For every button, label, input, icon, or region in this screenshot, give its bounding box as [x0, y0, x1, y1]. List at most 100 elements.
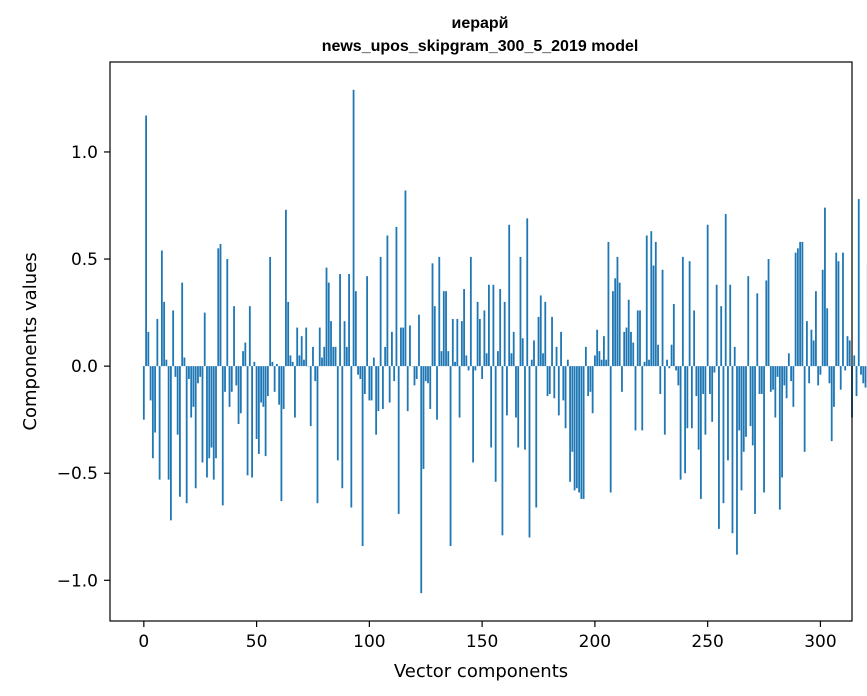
bar-250: [706, 224, 709, 367]
bar-255: [718, 366, 720, 529]
bar-218: [634, 366, 637, 431]
bar-315: [853, 355, 856, 367]
bar-4: [151, 366, 154, 459]
y-tick-label: −1.0: [57, 571, 98, 591]
bar-284: [783, 366, 786, 386]
bar-298: [815, 291, 817, 367]
bar-23: [194, 366, 197, 489]
bar-163: [510, 353, 513, 367]
bar-152: [485, 353, 488, 367]
x-tick-label: 200: [579, 632, 611, 652]
bar-101: [370, 366, 373, 401]
bar-267: [745, 366, 747, 437]
bar-187: [564, 366, 567, 429]
bar-316: [855, 366, 858, 397]
bar-241: [686, 366, 689, 429]
bar-224: [648, 359, 650, 367]
bar-135: [447, 351, 450, 367]
bar-92: [350, 366, 353, 508]
bar-173: [533, 340, 535, 367]
bar-113: [397, 366, 400, 514]
bar-53: [262, 366, 265, 407]
bar-265: [740, 366, 743, 491]
bar-116: [404, 190, 407, 367]
bar-148: [476, 301, 479, 367]
bar-30: [210, 366, 213, 448]
bar-68: [296, 327, 299, 367]
x-tick-label: 300: [804, 632, 836, 652]
bar-273: [758, 366, 761, 394]
bar-185: [560, 331, 562, 367]
bar-77: [316, 366, 319, 504]
bar-195: [582, 366, 585, 499]
bar-27: [203, 312, 206, 367]
bar-240: [684, 366, 687, 474]
bar-180: [548, 366, 551, 394]
bar-61: [280, 366, 283, 502]
bar-36: [224, 366, 226, 392]
bar-49: [253, 361, 256, 367]
bar-268: [747, 276, 750, 367]
bar-80: [323, 346, 326, 367]
bars-group: [142, 89, 867, 594]
bar-74: [309, 366, 312, 427]
bar-192: [575, 366, 578, 489]
bar-210: [616, 256, 619, 367]
bar-130: [436, 366, 438, 420]
bar-33: [217, 248, 220, 367]
bar-214: [625, 327, 628, 367]
bar-169: [524, 366, 526, 450]
bar-90: [345, 346, 348, 367]
bar-78: [318, 327, 321, 367]
bar-272: [756, 293, 759, 367]
bar-108: [386, 235, 389, 367]
bar-106: [381, 366, 384, 409]
bar-55: [266, 366, 269, 397]
bar-54: [264, 366, 267, 457]
y-tick-label: 0.0: [71, 357, 98, 377]
bar-89: [343, 321, 346, 367]
bar-144: [467, 366, 470, 371]
bar-193: [578, 366, 581, 493]
bar-204: [603, 336, 605, 367]
bar-134: [445, 291, 447, 367]
bar-282: [778, 366, 781, 510]
bar-97: [361, 366, 364, 547]
bar-253: [713, 366, 716, 373]
bar-251: [709, 366, 711, 394]
bar-110: [391, 331, 393, 367]
bar-276: [765, 280, 768, 367]
bar-177: [542, 353, 544, 367]
bar-20: [188, 366, 190, 379]
bar-155: [492, 284, 495, 367]
bar-178: [544, 301, 547, 367]
bar-207: [609, 366, 612, 493]
bar-271: [754, 366, 756, 514]
bar-60: [278, 366, 281, 405]
plot-frame: [109, 61, 853, 622]
bar-103: [375, 366, 378, 435]
bar-3: [149, 366, 152, 401]
bar-145: [469, 256, 472, 367]
bar-122: [418, 314, 420, 367]
bar-72: [305, 327, 308, 367]
bar-133: [442, 291, 445, 367]
bar-200: [593, 355, 596, 367]
bar-199: [591, 366, 594, 414]
bar-65: [289, 355, 292, 367]
bar-24: [197, 366, 199, 384]
bar-168: [521, 338, 524, 367]
bar-107: [384, 346, 387, 367]
bar-42: [237, 366, 240, 424]
y-tick-label: 1.0: [71, 143, 98, 163]
bar-190: [571, 366, 574, 452]
bar-142: [463, 289, 465, 367]
bar-311: [844, 366, 847, 371]
bar-225: [650, 231, 653, 367]
bar-175: [537, 316, 540, 367]
bar-164: [512, 331, 515, 367]
bar-290: [796, 248, 799, 367]
bar-247: [699, 366, 702, 499]
bar-319: [862, 366, 865, 384]
bar-124: [422, 366, 425, 469]
